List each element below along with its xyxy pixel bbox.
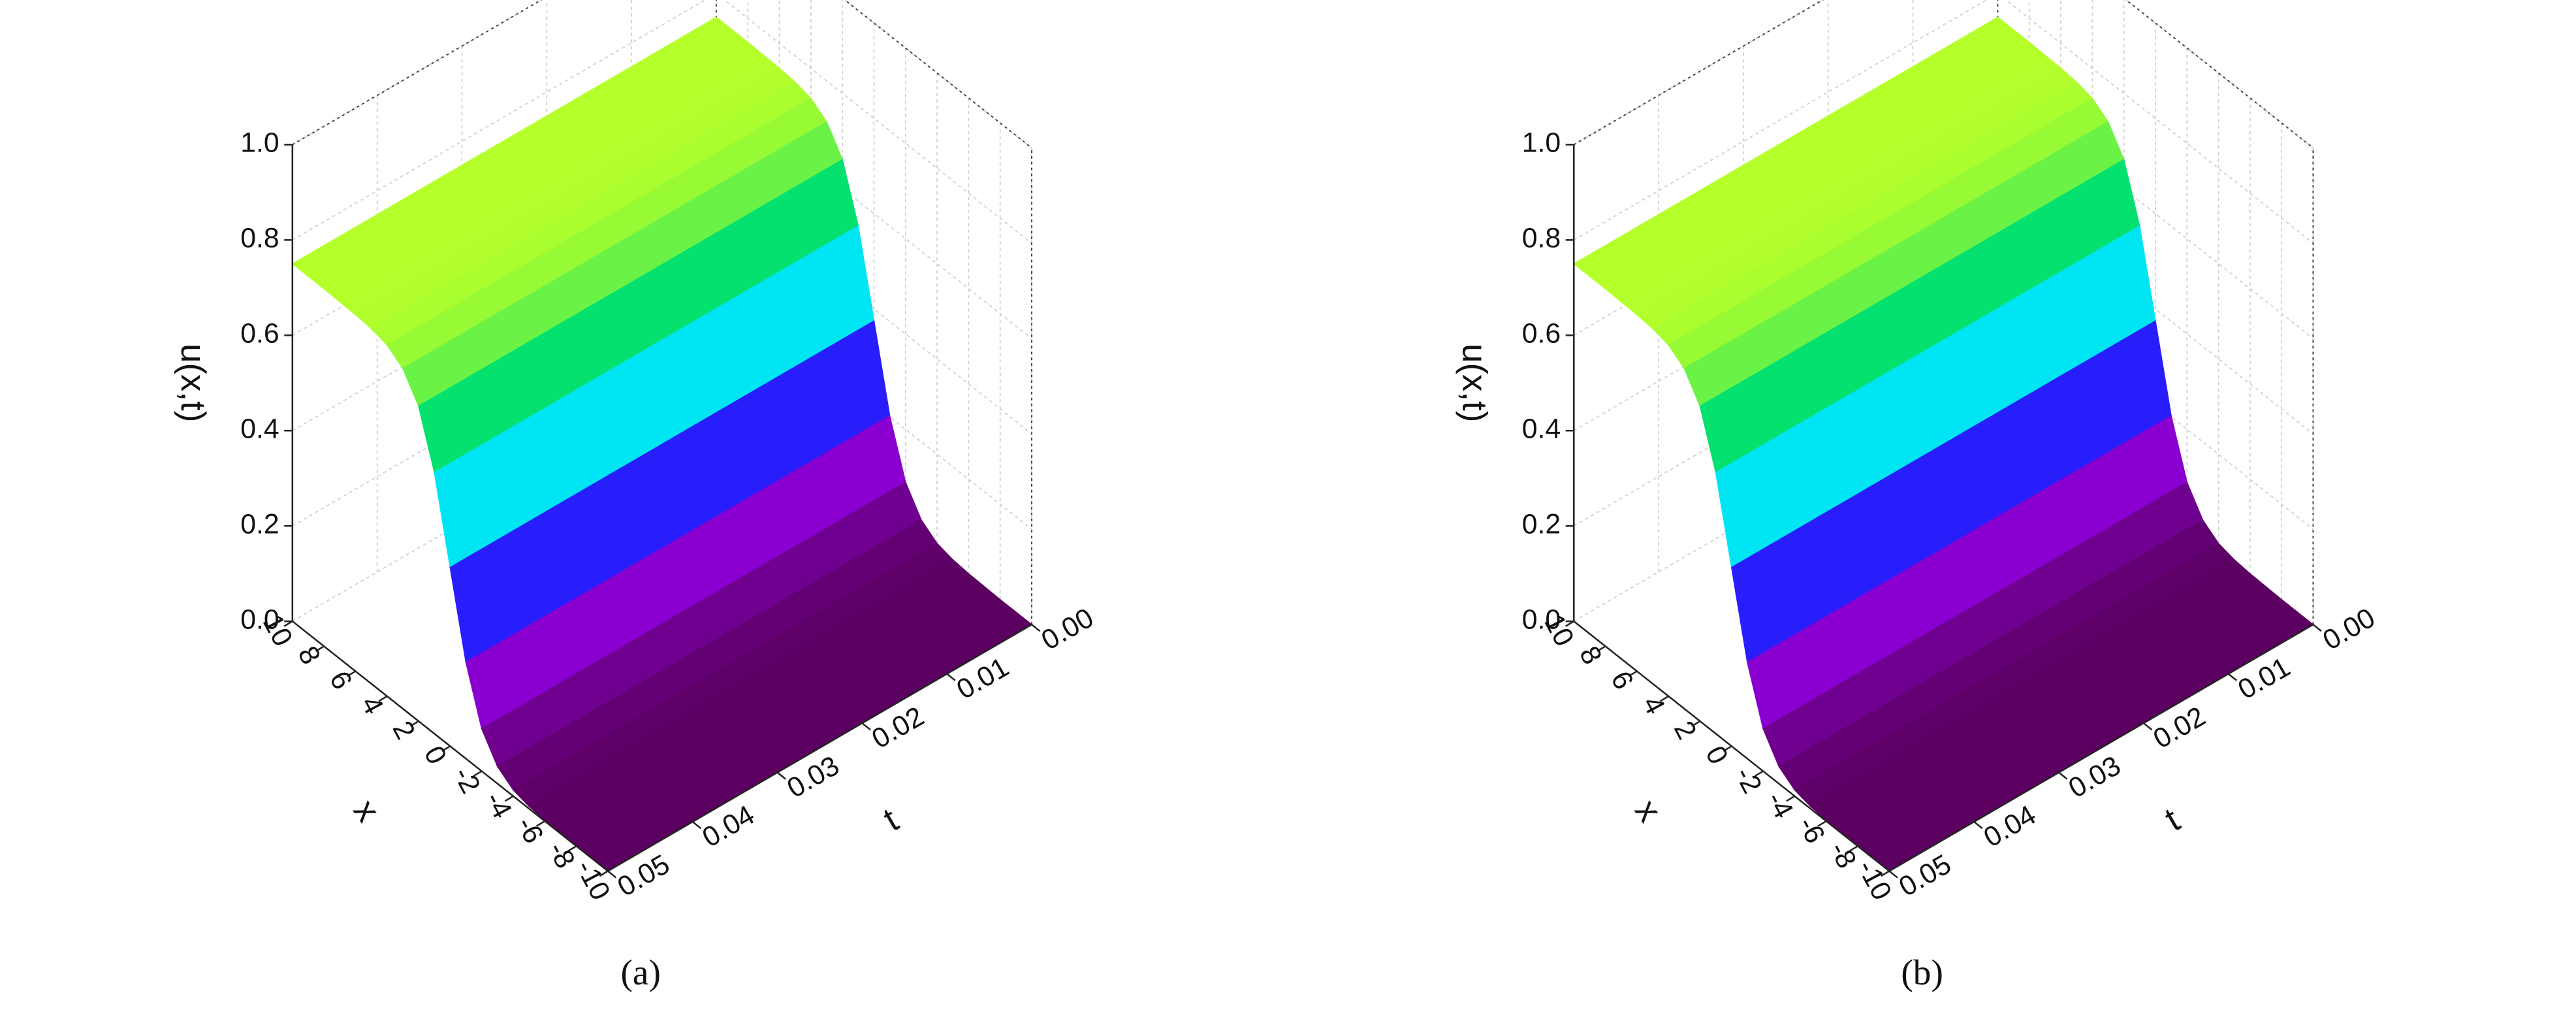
z-tick-label: 0.0 [1522, 604, 1561, 635]
z-tick-label: 0.8 [240, 223, 279, 254]
tick-mark [473, 770, 483, 777]
x-tick-label: 2 [387, 716, 422, 745]
tick-mark [776, 771, 786, 780]
surface-chart: 0.00.20.40.60.81.01086420-2-4-6-8-100.00… [1455, 0, 2380, 992]
tick-mark [692, 821, 702, 830]
z-tick-label: 0.4 [1522, 413, 1561, 445]
tick-mark [2058, 771, 2068, 780]
tick-mark [1973, 821, 1983, 830]
tick-mark [2227, 673, 2237, 681]
z-tick-label: 1.0 [240, 127, 279, 159]
caption: (a) [620, 952, 660, 992]
tick-mark [2143, 722, 2153, 731]
tick-mark [504, 795, 514, 802]
tick-mark [1723, 745, 1732, 752]
z-axis-title: u(x,t) [174, 344, 212, 422]
x-tick-label: 4 [355, 691, 390, 720]
z-tick-label: 0.2 [1522, 508, 1561, 540]
tick-mark [1565, 620, 1574, 627]
tick-mark [599, 870, 609, 877]
box-edge [1573, 0, 1824, 146]
tick-mark [409, 720, 419, 727]
x-tick-label: -4 [1760, 787, 1800, 824]
z-tick-label: 0.4 [240, 413, 279, 445]
box-edge [2125, 0, 2314, 149]
tick-mark [441, 745, 451, 752]
x-tick-label: -2 [447, 762, 486, 798]
tick-mark [1031, 624, 1041, 632]
tick-mark [378, 695, 388, 702]
z-tick-label: 0.8 [1522, 223, 1561, 254]
grid-line [2005, 0, 2314, 244]
x-axis-title: x [346, 792, 387, 828]
tick-mark [1888, 870, 1898, 879]
y-axis [607, 624, 1032, 872]
y-axis-title: t [2159, 801, 2186, 839]
tick-mark [861, 722, 871, 731]
x-tick-label: -4 [479, 787, 518, 824]
z-tick-label: 0.6 [240, 318, 279, 349]
box-edge [844, 0, 1032, 149]
tick-mark [1659, 695, 1669, 702]
z-axis-title: u(x,t) [1455, 344, 1493, 422]
x-tick-label: 2 [1668, 716, 1703, 745]
z-tick-label: 1.0 [1522, 127, 1561, 159]
tick-mark [607, 870, 617, 879]
tick-mark [567, 845, 577, 852]
surface-chart: 0.00.20.40.60.81.01086420-2-4-6-8-100.00… [174, 0, 1099, 992]
tick-mark [1786, 795, 1796, 802]
caption: (b) [1901, 952, 1943, 992]
tick-mark [1691, 720, 1701, 727]
y-axis [1888, 624, 2314, 872]
x-tick-label: 4 [1636, 691, 1672, 720]
box-edge [292, 0, 543, 146]
y-tick-label: 0.00 [2317, 602, 2380, 656]
tick-mark [283, 620, 293, 627]
x-tick-label: 0 [418, 741, 453, 770]
tick-mark [347, 670, 357, 677]
tick-mark [1881, 870, 1890, 877]
z-tick-label: 0.2 [240, 508, 279, 540]
x-axis-title: x [1627, 792, 1668, 828]
x-tick-label: 0 [1699, 741, 1734, 770]
x-tick-label: 8 [292, 641, 327, 670]
tick-mark [315, 645, 325, 652]
tick-mark [536, 820, 545, 827]
tick-mark [1628, 670, 1638, 677]
z-tick-label: 0.0 [240, 604, 279, 635]
x-tick-label: 6 [323, 666, 358, 695]
y-tick-label: 0.00 [1036, 602, 1099, 656]
tick-mark [1597, 645, 1606, 652]
tick-mark [1849, 845, 1858, 852]
tick-mark [946, 673, 956, 681]
x-tick-label: 6 [1604, 666, 1640, 695]
tick-mark [1817, 820, 1827, 827]
y-axis-title: t [877, 801, 904, 839]
grid-line [292, 0, 707, 241]
x-tick-label: -2 [1728, 762, 1768, 798]
grid-line [1573, 0, 1988, 241]
grid-line [724, 0, 1032, 244]
tick-mark [1754, 770, 1764, 777]
tick-mark [2312, 624, 2322, 632]
x-tick-label: 8 [1573, 641, 1608, 670]
z-tick-label: 0.6 [1522, 318, 1561, 349]
